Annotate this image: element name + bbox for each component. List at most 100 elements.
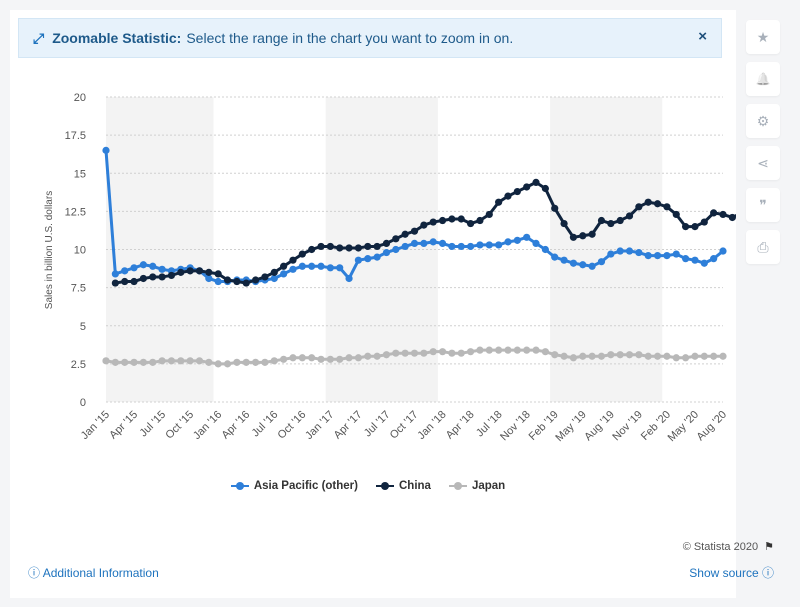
series-asia-pacific-point[interactable] xyxy=(476,241,484,249)
notification-button[interactable]: 🔔 xyxy=(746,62,780,96)
series-china-point[interactable] xyxy=(448,215,456,223)
series-china-point[interactable] xyxy=(504,192,512,200)
series-china-point[interactable] xyxy=(700,218,708,226)
series-asia-pacific-point[interactable] xyxy=(130,264,138,272)
series-china-point[interactable] xyxy=(625,212,634,220)
series-japan-point[interactable] xyxy=(177,357,185,365)
series-china-point[interactable] xyxy=(513,187,521,196)
series-japan-point[interactable] xyxy=(401,349,409,357)
series-china-point[interactable] xyxy=(560,219,568,228)
series-asia-pacific-point[interactable] xyxy=(345,274,353,283)
series-asia-pacific-point[interactable] xyxy=(588,262,596,270)
series-japan-point[interactable] xyxy=(382,351,391,359)
series-china-point[interactable] xyxy=(289,256,297,264)
print-button[interactable]: ⎙ xyxy=(746,230,780,264)
series-japan-point[interactable] xyxy=(466,348,475,356)
series-japan-point[interactable] xyxy=(438,348,447,356)
series-china-point[interactable] xyxy=(373,242,381,251)
series-china-point[interactable] xyxy=(149,273,157,281)
series-china-point[interactable] xyxy=(579,232,587,240)
series-china-point[interactable] xyxy=(653,200,662,208)
series-asia-pacific-point[interactable] xyxy=(354,256,363,264)
series-asia-pacific-point[interactable] xyxy=(336,264,344,272)
series-japan-point[interactable] xyxy=(251,358,260,366)
series-asia-pacific-point[interactable] xyxy=(644,252,652,260)
series-japan-point[interactable] xyxy=(616,351,624,359)
series-japan-point[interactable] xyxy=(532,346,540,354)
series-asia-pacific-point[interactable] xyxy=(710,255,718,263)
series-asia-pacific-point[interactable] xyxy=(214,277,222,286)
share-button[interactable]: ⋖ xyxy=(746,146,780,180)
series-china-point[interactable] xyxy=(280,262,288,270)
series-asia-pacific-point[interactable] xyxy=(317,262,325,270)
series-china-point[interactable] xyxy=(420,221,428,229)
series-japan-point[interactable] xyxy=(111,358,119,366)
series-china-point[interactable] xyxy=(158,273,166,281)
series-japan-point[interactable] xyxy=(579,352,587,360)
star-button[interactable]: ★ xyxy=(746,20,780,54)
series-china-point[interactable] xyxy=(345,244,353,252)
series-china-point[interactable] xyxy=(336,244,344,252)
series-japan-point[interactable] xyxy=(373,352,381,360)
series-japan-point[interactable] xyxy=(102,357,110,365)
series-asia-pacific-point[interactable] xyxy=(663,252,671,260)
series-asia-pacific-point[interactable] xyxy=(551,253,559,261)
series-asia-pacific-point[interactable] xyxy=(382,248,391,257)
series-asia-pacific-point[interactable] xyxy=(111,270,119,278)
series-japan-point[interactable] xyxy=(233,358,241,366)
series-china-point[interactable] xyxy=(466,219,475,228)
series-japan-point[interactable] xyxy=(298,354,306,362)
series-china-point[interactable] xyxy=(251,276,260,284)
series-japan-point[interactable] xyxy=(644,352,652,360)
series-china-point[interactable] xyxy=(354,244,363,252)
series-asia-pacific-point[interactable] xyxy=(485,241,493,249)
series-japan-point[interactable] xyxy=(308,354,316,362)
series-japan-point[interactable] xyxy=(149,358,157,366)
series-china-point[interactable] xyxy=(139,274,147,283)
series-japan-point[interactable] xyxy=(280,355,288,363)
series-china-point[interactable] xyxy=(438,216,447,225)
series-japan-point[interactable] xyxy=(429,348,437,356)
series-japan-point[interactable] xyxy=(410,349,419,357)
series-china-point[interactable] xyxy=(186,267,194,275)
series-asia-pacific-point[interactable] xyxy=(700,259,708,267)
series-asia-pacific-point[interactable] xyxy=(466,242,475,251)
series-asia-pacific-point[interactable] xyxy=(532,239,540,247)
series-asia-pacific-point[interactable] xyxy=(270,274,278,283)
series-asia-pacific-point[interactable] xyxy=(560,256,568,264)
series-china-point[interactable] xyxy=(223,276,232,284)
series-asia-pacific-point[interactable] xyxy=(308,262,316,270)
series-china-point[interactable] xyxy=(242,279,250,287)
series-asia-pacific-point[interactable] xyxy=(653,252,662,260)
series-china-point[interactable] xyxy=(485,210,493,219)
series-asia-pacific-point[interactable] xyxy=(326,264,334,272)
series-japan-point[interactable] xyxy=(345,354,353,362)
series-asia-pacific-point[interactable] xyxy=(139,261,147,269)
series-china-point[interactable] xyxy=(298,250,306,258)
series-asia-pacific-point[interactable] xyxy=(280,270,288,278)
series-japan-point[interactable] xyxy=(485,346,493,354)
series-china-point[interactable] xyxy=(476,216,484,225)
series-asia-pacific-point[interactable] xyxy=(410,239,419,247)
series-asia-pacific-point[interactable] xyxy=(504,238,512,246)
series-china-point[interactable] xyxy=(616,216,624,225)
series-japan-point[interactable] xyxy=(551,351,559,359)
close-icon[interactable]: × xyxy=(698,28,707,45)
series-asia-pacific-point[interactable] xyxy=(607,250,615,258)
series-asia-pacific-point[interactable] xyxy=(373,253,381,261)
series-japan-point[interactable] xyxy=(242,358,250,366)
series-asia-pacific-point[interactable] xyxy=(298,262,306,270)
settings-button[interactable]: ⚙ xyxy=(746,104,780,138)
series-asia-pacific-point[interactable] xyxy=(420,239,428,247)
series-asia-pacific-point[interactable] xyxy=(448,242,456,251)
legend-item-asia[interactable]: Asia Pacific (other) xyxy=(230,480,358,492)
series-japan-point[interactable] xyxy=(672,354,680,362)
series-japan-point[interactable] xyxy=(635,351,643,359)
series-china-point[interactable] xyxy=(551,204,559,212)
series-japan-point[interactable] xyxy=(457,349,465,357)
series-japan-point[interactable] xyxy=(326,355,334,363)
series-japan-point[interactable] xyxy=(663,352,671,360)
series-china-point[interactable] xyxy=(167,271,176,280)
series-china-point[interactable] xyxy=(523,183,531,191)
series-japan-point[interactable] xyxy=(392,349,400,357)
